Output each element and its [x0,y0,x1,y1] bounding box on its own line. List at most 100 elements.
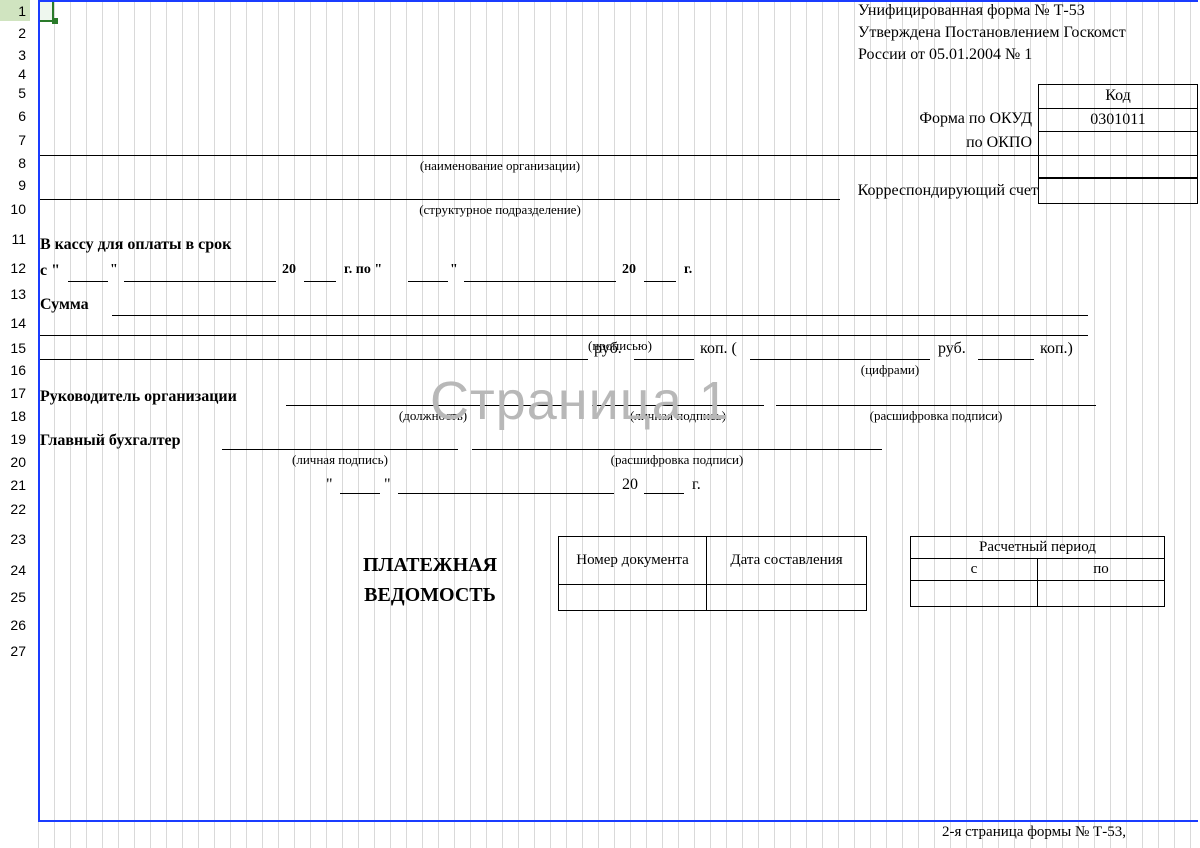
row-header[interactable]: 14 [0,308,30,338]
footer-text: 2-я страница формы № Т-53, [942,824,1126,841]
okud-value[interactable]: 0301011 [1038,108,1198,132]
accountant-decode[interactable] [472,428,882,450]
director-position-caption: (должность) [286,408,580,424]
row-header[interactable]: 12 [0,256,30,280]
doc-date-header: Дата составления [707,537,867,585]
row-header[interactable]: 9 [0,174,30,196]
date-from-year[interactable] [304,260,336,282]
period-from-header: с [911,559,1038,581]
dl-y20: 20 [622,476,638,494]
org-name-caption: (наименование организации) [40,158,960,174]
date-to-y20: 20 [622,262,636,278]
row-header[interactable]: 19 [0,428,30,450]
date-to-q2: " [450,262,458,278]
kop2-label: коп.) [1040,340,1073,358]
doc-table: Номер документа Дата составления [558,536,867,611]
doc-num-header: Номер документа [559,537,707,585]
row-header[interactable]: 13 [0,280,30,308]
row-header[interactable]: 3 [0,44,30,66]
date-from-prefix: с " [40,262,60,280]
unit-field[interactable] [40,178,840,200]
row-header[interactable]: 26 [0,610,30,640]
row-header[interactable]: 21 [0,474,30,496]
sum-words-field[interactable] [112,290,1088,316]
accountant-decode-caption: (расшифровка подписи) [472,452,882,468]
doc-date-value[interactable] [707,585,867,611]
okpo-value-cell[interactable] [1038,132,1198,156]
form-header-line2: Утверждена Постановлением Госкомст [858,24,1126,42]
form-header-line1: Унифицированная форма № Т-53 [858,2,1085,20]
org-name-field[interactable] [40,132,1038,156]
accountant-sign-caption: (личная подпись) [222,452,458,468]
row-header[interactable]: 11 [0,222,30,256]
row-headers: 1234567891011121314151617181920212223242… [0,0,30,662]
rub2-label: руб. [938,340,966,358]
row-header[interactable]: 1 [0,0,30,22]
date-to-day[interactable] [408,260,448,282]
row-header[interactable]: 8 [0,152,30,174]
period-from-value[interactable] [911,581,1038,607]
unit-caption: (структурное подразделение) [40,202,960,218]
row-header[interactable]: 10 [0,196,30,222]
kop-label: коп. ( [700,340,737,358]
title-line1: ПЛАТЕЖНАЯ [310,554,550,577]
row-header[interactable]: 17 [0,382,30,404]
row-header[interactable]: 6 [0,104,30,128]
director-sign[interactable] [592,384,764,406]
okpo-empty-cell[interactable] [1038,156,1198,178]
row-header[interactable]: 25 [0,584,30,610]
deadline-label: В кассу для оплаты в срок [40,236,231,254]
director-label: Руководитель организации [40,388,237,406]
okud-label: Форма по ОКУД [862,110,1032,128]
row-header[interactable]: 4 [0,66,30,82]
period-to-header: по [1038,559,1165,581]
dl-day[interactable] [340,472,380,494]
spreadsheet-area[interactable]: Унифицированная форма № Т-53 Утверждена … [30,0,1200,848]
date-from-day[interactable] [68,260,108,282]
rub-label: руб. [594,340,622,358]
row-header[interactable]: 15 [0,338,30,358]
accountant-sign[interactable] [222,428,458,450]
row-header[interactable]: 23 [0,522,30,556]
rub-words[interactable] [40,338,588,360]
period-to-value[interactable] [1038,581,1165,607]
row-header[interactable]: 5 [0,82,30,104]
row-header[interactable]: 24 [0,556,30,584]
date-from-q2: " [110,262,118,278]
page-bottom-border [38,820,1198,822]
form-header-line3: России от 05.01.2004 № 1 [858,46,1032,64]
row-header[interactable]: 22 [0,496,30,522]
row-header[interactable]: 2 [0,22,30,44]
row-header[interactable]: 27 [0,640,30,662]
dl-g: г. [692,476,701,494]
row-header[interactable]: 7 [0,128,30,152]
doc-num-value[interactable] [559,585,707,611]
row-header[interactable]: 18 [0,404,30,428]
dl-year[interactable] [644,472,684,494]
kop-words[interactable] [634,338,694,360]
sheet-content: Унифицированная форма № Т-53 Утверждена … [30,0,1200,848]
date-to-month[interactable] [464,260,616,282]
dl-q2: " [384,476,391,494]
director-sign-caption: (личная подпись) [592,408,764,424]
rub-digits[interactable] [750,338,930,360]
sum-label: Сумма [40,296,89,314]
director-decode-caption: (расшифровка подписи) [776,408,1096,424]
sum-words-field2[interactable] [40,316,1088,336]
director-decode[interactable] [776,384,1096,406]
dl-month[interactable] [398,472,614,494]
kop-digits[interactable] [978,338,1034,360]
date-from-month[interactable] [124,260,276,282]
date-to-prefix: г. по " [344,262,382,278]
corr-label: Корреспондирующий счет [842,182,1038,200]
date-from-y20: 20 [282,262,296,278]
dl-q1: " [326,476,333,494]
row-header[interactable]: 20 [0,450,30,474]
corr-value-cell[interactable] [1038,178,1198,204]
title-line2: ВЕДОМОСТЬ [310,584,550,607]
director-position[interactable] [286,384,580,406]
row-header[interactable]: 16 [0,358,30,382]
date-to-g: г. [684,262,692,278]
date-to-year[interactable] [644,260,676,282]
period-header: Расчетный период [911,537,1165,559]
